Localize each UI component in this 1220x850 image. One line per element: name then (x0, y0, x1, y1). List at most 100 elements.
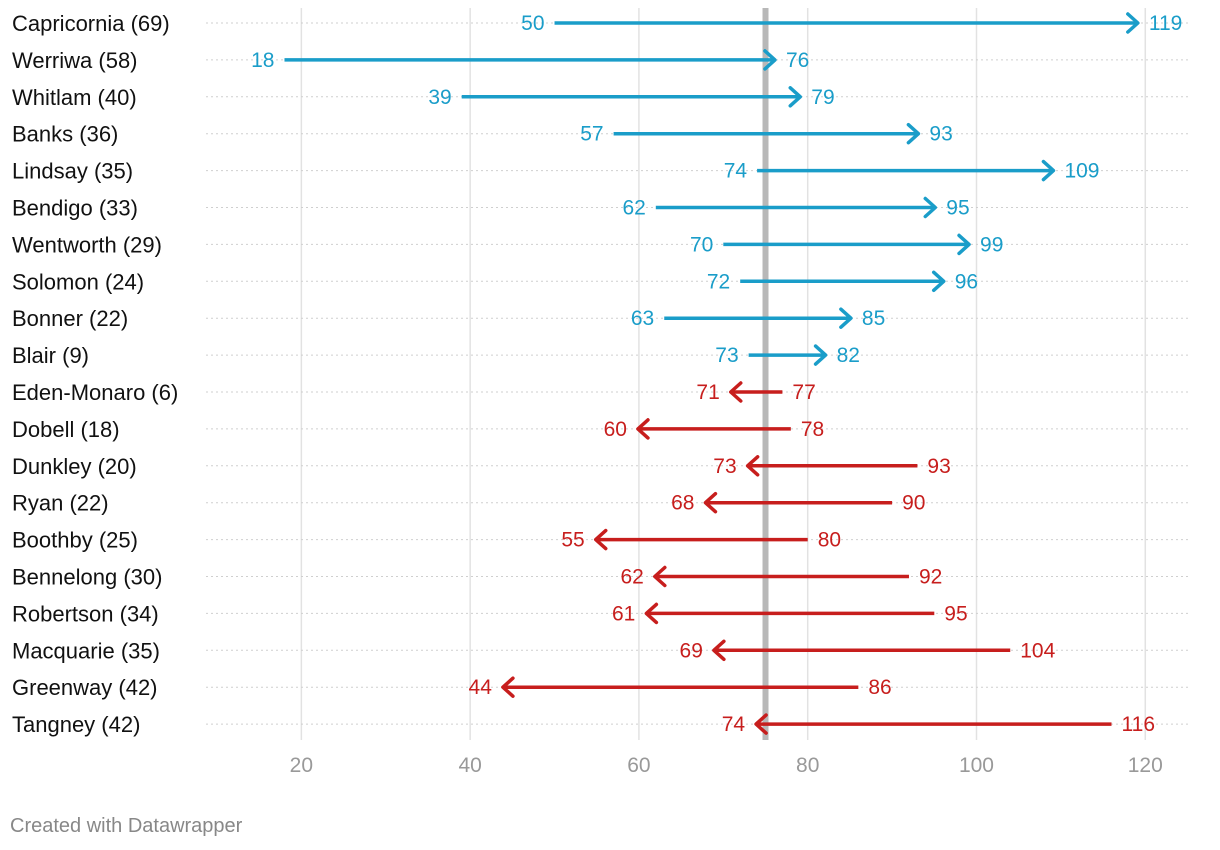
end-value-label: 60 (604, 418, 627, 441)
arrow-head (729, 381, 743, 403)
arrow-head (745, 455, 760, 477)
end-value-label: 62 (620, 566, 643, 589)
arrow-row: 90 68 (671, 492, 925, 515)
arrow-row: 80 55 (561, 529, 841, 552)
row-label: Blair (9) (12, 343, 89, 368)
arrow-row: 92 62 (620, 566, 942, 589)
arrow-row: 50 119 (521, 12, 1182, 35)
arrow-head (931, 270, 946, 293)
arrow-row: 74 109 (724, 160, 1100, 183)
row-label: Whitlam (40) (12, 85, 137, 110)
arrow-row: 63 85 (631, 307, 885, 330)
end-value-label: 44 (469, 676, 493, 699)
x-tick-label: 20 (290, 754, 313, 777)
arrow-head (501, 676, 515, 698)
arrow-head (712, 639, 726, 662)
start-value-label: 95 (944, 602, 967, 625)
gridlines (300, 8, 1147, 740)
row-label: Bonner (22) (12, 306, 128, 331)
row-label: Capricornia (69) (12, 11, 170, 36)
row-label: Wentworth (29) (12, 232, 162, 257)
end-value-label: 99 (980, 233, 1003, 256)
arrow-row: 78 60 (604, 418, 825, 441)
start-value-label: 86 (868, 676, 891, 699)
row-label: Boothby (25) (12, 528, 138, 553)
arrow-head (593, 528, 608, 551)
row-guides (206, 22, 1190, 725)
arrow-row: 70 99 (690, 233, 1003, 256)
row-label: Bendigo (33) (12, 196, 138, 221)
row-label: Solomon (24) (12, 269, 144, 294)
row-label: Lindsay (35) (12, 159, 133, 184)
start-value-label: 93 (927, 455, 950, 478)
arrow-row: 116 74 (722, 713, 1155, 736)
end-value-label: 68 (671, 492, 694, 515)
row-label: Eden-Monaro (6) (12, 380, 178, 405)
row-label: Greenway (42) (12, 675, 158, 700)
start-value-label: 78 (801, 418, 824, 441)
arrow-head (788, 86, 803, 108)
row-label: Ryan (22) (12, 491, 109, 516)
row-label: Werriwa (58) (12, 48, 138, 73)
x-tick-label: 80 (796, 754, 819, 777)
arrow-row: 104 69 (680, 639, 1056, 662)
credit-footer: Created with Datawrapper (10, 815, 243, 837)
x-tick-label: 120 (1128, 754, 1163, 777)
end-value-label: 55 (561, 529, 584, 552)
arrow-head (1126, 12, 1140, 34)
end-value-label: 93 (929, 123, 952, 146)
x-tick-label: 100 (959, 754, 994, 777)
start-value-label: 116 (1122, 713, 1155, 736)
end-value-label: 119 (1149, 12, 1182, 35)
x-tick-label: 40 (458, 754, 481, 777)
arrow-row: 62 95 (622, 197, 969, 220)
arrow-head (763, 49, 777, 71)
row-label: Dunkley (20) (12, 454, 137, 479)
arrow-head (957, 233, 971, 256)
row-label: Tangney (42) (12, 712, 140, 737)
end-value-label: 69 (680, 639, 703, 662)
start-value-label: 72 (707, 270, 730, 293)
start-value-label: 104 (1020, 639, 1055, 662)
arrow-row: 73 82 (715, 344, 860, 367)
arrow-head (906, 122, 921, 145)
start-value-label: 90 (902, 492, 925, 515)
start-value-label: 39 (428, 86, 451, 109)
arrow-row: 39 79 (428, 86, 834, 109)
start-value-label: 80 (818, 529, 841, 552)
start-value-label: 63 (631, 307, 654, 330)
end-value-label: 82 (837, 344, 860, 367)
arrow-row: 93 73 (713, 455, 951, 478)
arrow-head (813, 344, 828, 366)
end-value-label: 74 (722, 713, 746, 736)
row-labels: Capricornia (69) Werriwa (58) Whitlam (40)… (12, 11, 178, 737)
row-label: Bennelong (30) (12, 565, 162, 590)
arrow-head (644, 602, 659, 625)
row-label: Macquarie (35) (12, 638, 160, 663)
x-axis-ticks: 20 40 60 80 100 120 (290, 754, 1163, 777)
arrow-row: 77 71 (696, 381, 815, 404)
end-value-label: 61 (612, 602, 635, 625)
end-value-label: 79 (811, 86, 834, 109)
end-value-label: 96 (955, 270, 978, 293)
arrow-row: 72 96 (707, 270, 978, 293)
start-value-label: 74 (724, 160, 748, 183)
arrow-head (839, 307, 853, 329)
start-value-label: 70 (690, 233, 713, 256)
start-value-label: 62 (622, 197, 645, 220)
end-value-label: 71 (696, 381, 719, 404)
end-value-label: 85 (862, 307, 885, 330)
arrow-head (636, 418, 650, 440)
start-value-label: 18 (251, 49, 274, 72)
arrow-row: 57 93 (580, 123, 953, 146)
arrow-head (1041, 159, 1056, 182)
end-value-label: 95 (946, 197, 969, 220)
start-value-label: 57 (580, 123, 603, 146)
end-value-label: 73 (713, 455, 736, 478)
arrow-row: 18 76 (251, 49, 809, 72)
arrow-head (754, 713, 768, 735)
x-tick-label: 60 (627, 754, 650, 777)
start-value-label: 73 (715, 344, 738, 367)
